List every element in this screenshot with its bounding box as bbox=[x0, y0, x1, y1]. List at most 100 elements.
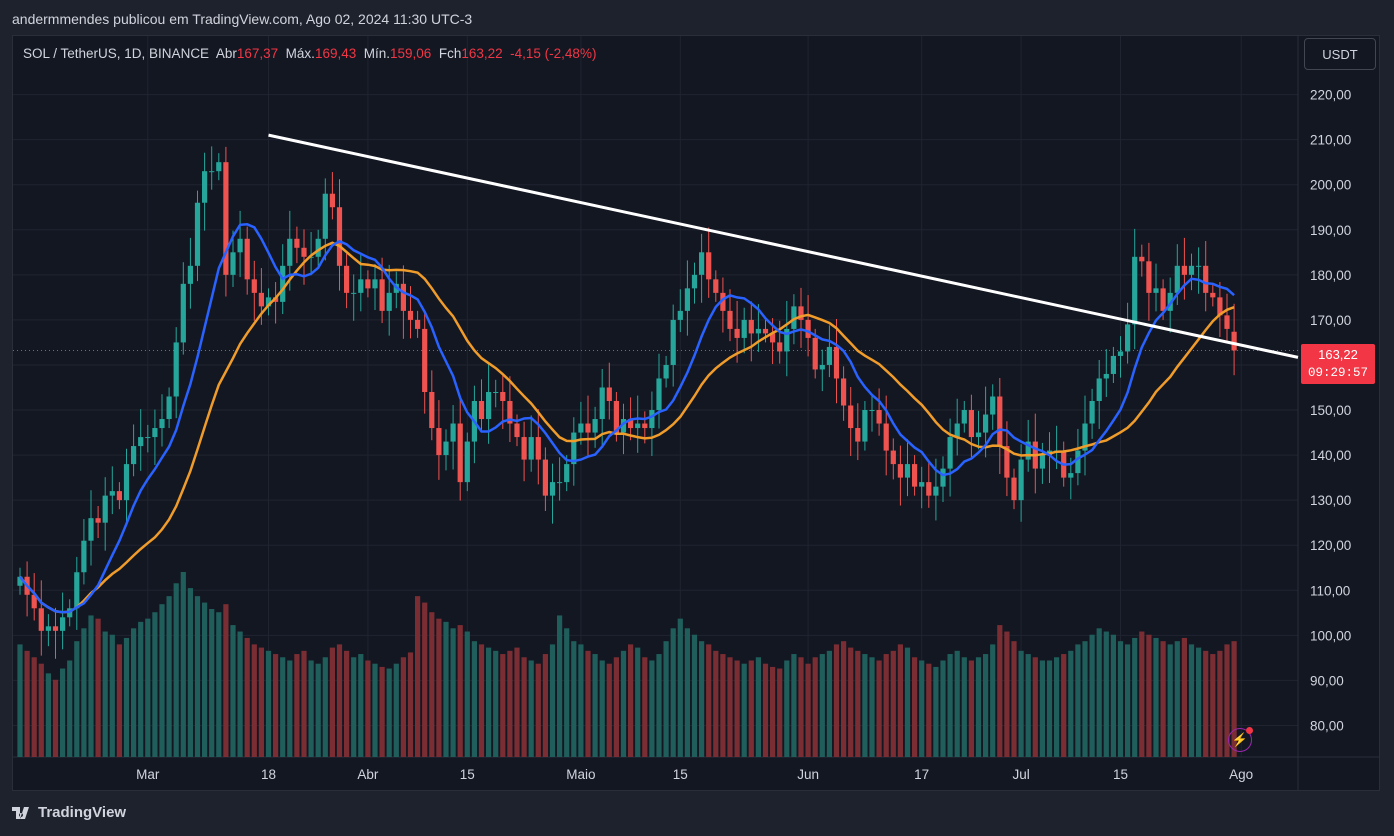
candle-body bbox=[912, 464, 918, 487]
volume-bar bbox=[365, 660, 371, 757]
volume-bar bbox=[713, 650, 719, 757]
volume-bar bbox=[904, 647, 911, 757]
volume-bar bbox=[102, 631, 108, 757]
candle-body bbox=[88, 518, 94, 541]
candle-body bbox=[1011, 477, 1017, 501]
volume-bar bbox=[812, 657, 818, 757]
volume-bar bbox=[209, 609, 215, 757]
candle-body bbox=[407, 310, 414, 320]
volume-bar bbox=[202, 602, 208, 757]
volume-bar bbox=[990, 644, 996, 757]
volume-bar bbox=[770, 666, 776, 757]
candle-body bbox=[904, 464, 911, 478]
x-tick-label: Jun bbox=[797, 767, 819, 782]
candle-body bbox=[95, 518, 101, 523]
volume-bar bbox=[1188, 644, 1195, 757]
volume-bar bbox=[912, 657, 918, 757]
volume-bar bbox=[777, 668, 783, 757]
candle-body bbox=[237, 238, 243, 253]
volume-bar bbox=[45, 673, 51, 757]
candle-body bbox=[1018, 459, 1024, 501]
volume-bar bbox=[258, 647, 264, 757]
candle-body bbox=[862, 410, 868, 442]
volume-bar bbox=[251, 644, 257, 757]
volume-bar bbox=[954, 650, 960, 757]
x-tick-label: 15 bbox=[673, 767, 688, 782]
volume-bar bbox=[52, 679, 59, 757]
volume-bar bbox=[706, 644, 712, 757]
volume-bar bbox=[549, 644, 556, 757]
volume-bar bbox=[138, 621, 144, 757]
volume-bar bbox=[429, 612, 435, 757]
volume-bar bbox=[1025, 654, 1031, 757]
candle-body bbox=[819, 364, 825, 370]
volume-bar bbox=[265, 650, 272, 757]
volume-bar bbox=[322, 657, 328, 757]
volume-bar bbox=[620, 650, 627, 757]
candle-body bbox=[187, 265, 193, 284]
candle-body bbox=[848, 405, 854, 429]
volume-bar bbox=[734, 660, 740, 757]
volume-bar bbox=[315, 663, 321, 757]
candle-body bbox=[691, 274, 698, 289]
volume-bar bbox=[897, 644, 903, 757]
volume-bar bbox=[1217, 650, 1223, 757]
x-tick-label: 18 bbox=[261, 767, 276, 782]
candle-body bbox=[841, 378, 847, 406]
candle-body bbox=[251, 279, 257, 293]
candle-body bbox=[677, 310, 683, 320]
candle-body bbox=[1160, 288, 1166, 311]
candle-body bbox=[514, 423, 520, 438]
candle-body bbox=[670, 319, 676, 365]
volume-bar bbox=[1139, 631, 1145, 757]
candle-body bbox=[379, 279, 385, 311]
candle-body bbox=[528, 437, 534, 460]
candle-body bbox=[138, 437, 144, 447]
candle-body bbox=[464, 441, 470, 483]
volume-bar bbox=[88, 615, 94, 757]
volume-bar bbox=[628, 644, 634, 757]
candle-body bbox=[60, 617, 66, 631]
volume-bar bbox=[372, 663, 378, 757]
tradingview-logo-icon bbox=[12, 806, 29, 819]
volume-bar bbox=[471, 641, 477, 757]
candle-body bbox=[947, 437, 953, 469]
volume-bar bbox=[670, 628, 676, 757]
volume-bar bbox=[180, 572, 186, 757]
volume-bar bbox=[443, 621, 449, 757]
publisher-line: andermmendes publicou em TradingView.com… bbox=[12, 11, 473, 27]
volume-bar bbox=[67, 660, 73, 757]
volume-bar bbox=[24, 650, 30, 757]
candle-body bbox=[265, 297, 272, 307]
candle-body bbox=[961, 410, 967, 424]
volume-bar bbox=[81, 628, 87, 757]
volume-bar bbox=[1018, 650, 1024, 757]
tradingview-logo[interactable]: TradingView bbox=[12, 804, 126, 821]
candle-body bbox=[777, 342, 783, 352]
candle-body bbox=[351, 292, 357, 294]
y-tick-label: 150,00 bbox=[1310, 403, 1351, 418]
candle-body bbox=[116, 491, 122, 501]
y-tick-label: 210,00 bbox=[1310, 133, 1351, 148]
candle-body bbox=[280, 265, 286, 302]
volume-bar bbox=[1089, 634, 1095, 757]
candle-body bbox=[585, 423, 591, 433]
candle-body bbox=[1231, 331, 1237, 351]
volume-bar bbox=[230, 625, 236, 757]
volume-bar bbox=[557, 615, 563, 757]
candle-body bbox=[216, 162, 222, 172]
volume-bar bbox=[493, 650, 499, 757]
candle-body bbox=[656, 378, 662, 411]
volume-bar bbox=[1181, 637, 1187, 757]
bolt-icon[interactable]: ⚡ bbox=[1228, 727, 1253, 752]
volume-bar bbox=[606, 663, 612, 757]
candle-body bbox=[287, 238, 293, 266]
x-tick-label: Mar bbox=[136, 767, 160, 782]
volume-bar bbox=[301, 650, 307, 757]
candle-body bbox=[1203, 265, 1209, 293]
candle-body bbox=[1146, 261, 1152, 293]
volume-bar bbox=[1032, 657, 1038, 757]
candle-body bbox=[493, 391, 499, 393]
currency-button[interactable]: USDT bbox=[1304, 38, 1376, 70]
